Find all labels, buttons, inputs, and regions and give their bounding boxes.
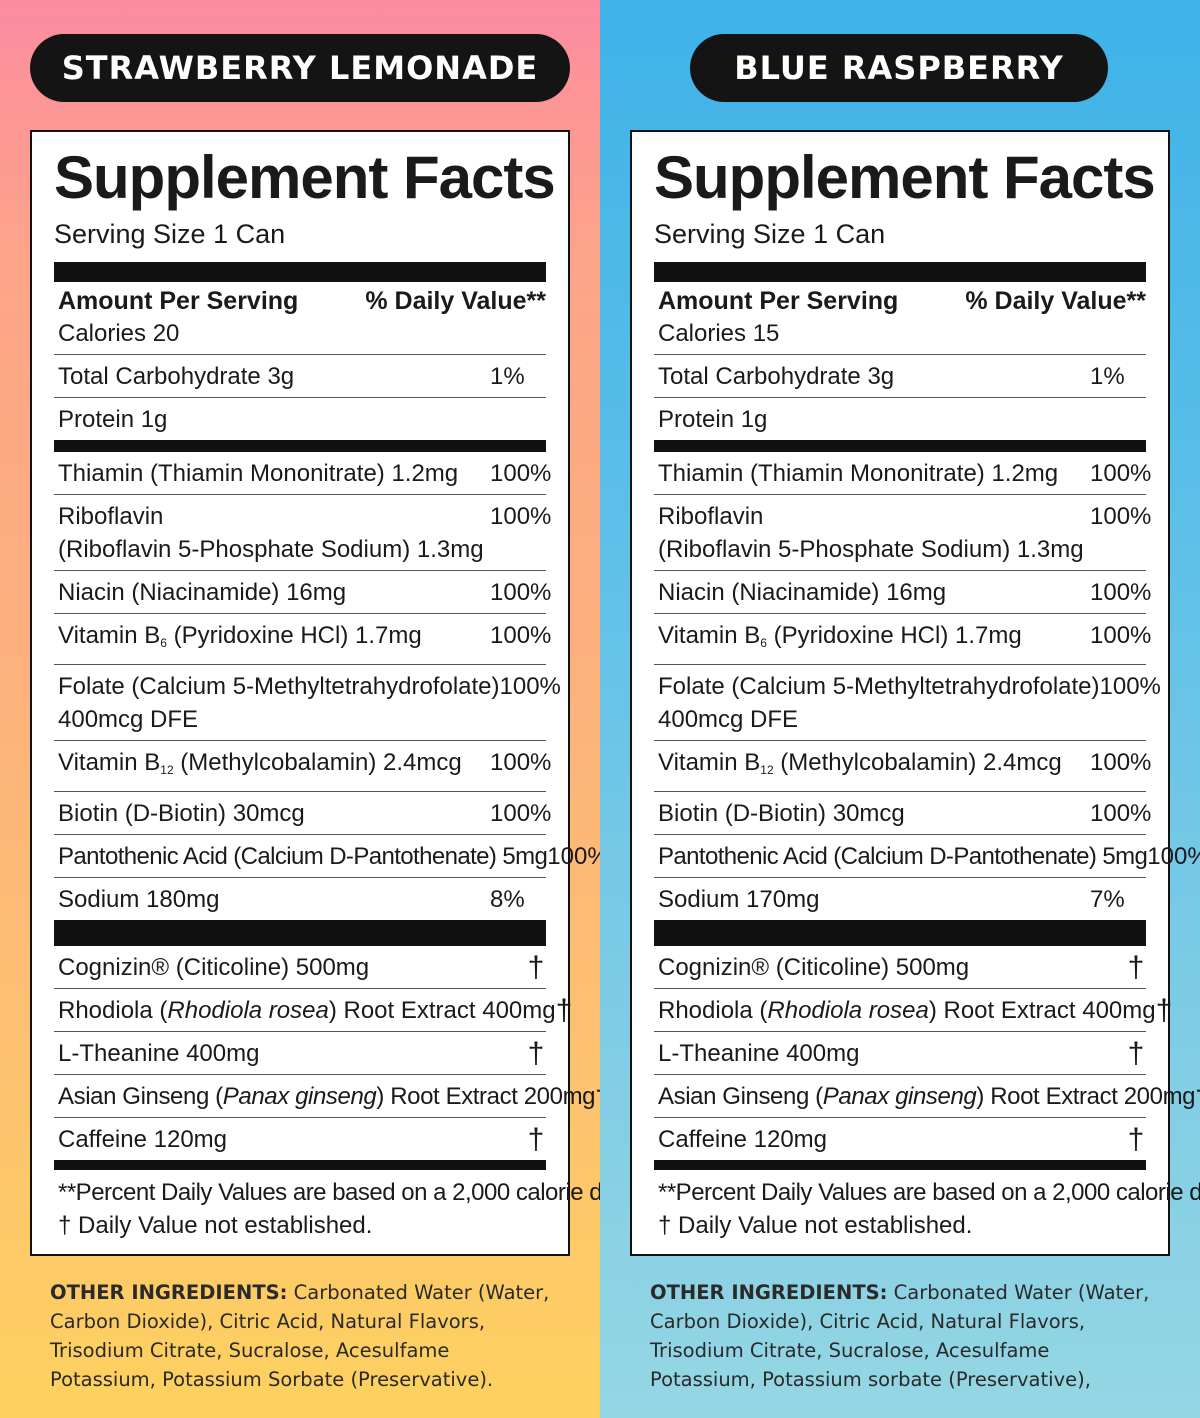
label-title: Supplement Facts bbox=[654, 144, 1156, 211]
footnote-dagger: † Daily Value not established. bbox=[58, 1212, 373, 1239]
ingredient-row: Caffeine 120mg † bbox=[58, 1123, 545, 1156]
ingredient-row: L-Theanine 400mg † bbox=[654, 1032, 1146, 1075]
ingredient-row: Caffeine 120mg † bbox=[658, 1123, 1145, 1156]
nutrient-row: Total Carbohydrate 3g 1% bbox=[654, 355, 1146, 398]
supplement-facts-label: Supplement Facts Serving Size 1 Can Amou… bbox=[30, 130, 626, 1256]
nutrient-row: Pantothenic Acid (Calcium D-Pantothenate… bbox=[54, 835, 609, 878]
divider-bar bbox=[654, 1160, 1146, 1170]
footnote-dagger: † Daily Value not established. bbox=[658, 1212, 973, 1239]
divider-bar bbox=[654, 440, 1146, 452]
nutrient-row: Folate (Calcium 5-Methyltetrahydrofolate… bbox=[654, 665, 1161, 741]
divider-bar bbox=[654, 262, 1146, 282]
other-ingredients: OTHER INGREDIENTS: Carbonated Water (Wat… bbox=[650, 1278, 1160, 1394]
amount-per-serving: Amount Per Serving bbox=[58, 287, 299, 315]
nutrient-row: Total Carbohydrate 3g 1% bbox=[54, 355, 546, 398]
other-ingredients: OTHER INGREDIENTS: Carbonated Water (Wat… bbox=[50, 1278, 560, 1394]
ingredient-row: Cognizin® (Citicoline) 500mg † bbox=[54, 946, 546, 989]
divider-bar bbox=[54, 262, 546, 282]
ingredient-row: Asian Ginseng (Panax ginseng) Root Extra… bbox=[654, 1075, 1200, 1118]
nutrient-row: Thiamin (Thiamin Mononitrate) 1.2mg 100% bbox=[54, 452, 551, 495]
divider-bar bbox=[654, 920, 1146, 946]
nutrient-row: Pantothenic Acid (Calcium D-Pantothenate… bbox=[654, 835, 1200, 878]
daily-value-header: % Daily Value** bbox=[365, 287, 546, 315]
ingredient-row: Rhodiola (Rhodiola rosea) Root Extract 4… bbox=[654, 989, 1172, 1032]
other-ingredients-text: Carbonated Water (Water, Carbon Dioxide)… bbox=[50, 1281, 550, 1391]
nutrient-row: Vitamin B12 (Methylcobalamin) 2.4mcg 100… bbox=[54, 741, 551, 792]
ingredient-row: Asian Ginseng (Panax ginseng) Root Extra… bbox=[54, 1075, 612, 1118]
other-ingredients-label: OTHER INGREDIENTS: bbox=[50, 1281, 288, 1304]
nutrient-row: Riboflavin (Riboflavin 5-Phosphate Sodium… bbox=[654, 495, 1151, 571]
other-ingredients-text: Carbonated Water (Water, Carbon Dioxide)… bbox=[650, 1281, 1150, 1391]
divider-bar bbox=[54, 1160, 546, 1170]
nutrient-row: Biotin (D-Biotin) 30mcg 100% bbox=[654, 792, 1151, 835]
nutrient-row: Riboflavin (Riboflavin 5-Phosphate Sodium… bbox=[54, 495, 551, 571]
divider-bar bbox=[54, 920, 546, 946]
footnote-daily-values: **Percent Daily Values are based on a 2,… bbox=[658, 1179, 1200, 1206]
label-title: Supplement Facts bbox=[54, 144, 556, 211]
calories: Calories 20 bbox=[54, 317, 546, 355]
nutrient-row: Folate (Calcium 5-Methyltetrahydrofolate… bbox=[54, 665, 561, 741]
ingredient-row: Cognizin® (Citicoline) 500mg † bbox=[654, 946, 1146, 989]
nutrient-row: Sodium 180mg 8% bbox=[58, 886, 525, 913]
flavor-title: BLUE RASPBERRY bbox=[690, 34, 1108, 102]
nutrient-row: Protein 1g bbox=[658, 406, 768, 433]
header-row: Amount Per Serving % Daily Value** bbox=[54, 282, 546, 317]
footnote-daily-values: **Percent Daily Values are based on a 2,… bbox=[58, 1179, 626, 1206]
divider-bar bbox=[54, 440, 546, 452]
nutrient-row: Niacin (Niacinamide) 16mg 100% bbox=[54, 571, 551, 614]
ingredient-row: Rhodiola (Rhodiola rosea) Root Extract 4… bbox=[54, 989, 572, 1032]
daily-value-header: % Daily Value** bbox=[965, 287, 1146, 315]
supplement-facts-label: Supplement Facts Serving Size 1 Can Amou… bbox=[630, 130, 1200, 1256]
nutrient-row: Protein 1g bbox=[58, 406, 168, 433]
amount-per-serving: Amount Per Serving bbox=[658, 287, 899, 315]
serving-size: Serving Size 1 Can bbox=[54, 219, 286, 249]
nutrient-row: Biotin (D-Biotin) 30mcg 100% bbox=[54, 792, 551, 835]
strawberry-lemonade-panel: STRAWBERRY LEMONADE Supplement Facts Ser… bbox=[0, 0, 626, 1418]
nutrient-row: Sodium 170mg 7% bbox=[658, 886, 1125, 913]
other-ingredients-label: OTHER INGREDIENTS: bbox=[650, 1281, 888, 1304]
calories: Calories 15 bbox=[654, 317, 1146, 355]
blue-raspberry-panel: BLUE RASPBERRY Supplement Facts Serving … bbox=[600, 0, 1200, 1418]
flavor-title: STRAWBERRY LEMONADE bbox=[30, 34, 570, 102]
nutrient-row: Niacin (Niacinamide) 16mg 100% bbox=[654, 571, 1151, 614]
nutrient-row: Thiamin (Thiamin Mononitrate) 1.2mg 100% bbox=[654, 452, 1151, 495]
nutrient-row: Vitamin B12 (Methylcobalamin) 2.4mcg 100… bbox=[654, 741, 1151, 792]
header-row: Amount Per Serving % Daily Value** bbox=[654, 282, 1146, 317]
serving-size: Serving Size 1 Can bbox=[654, 219, 886, 249]
ingredient-row: L-Theanine 400mg † bbox=[54, 1032, 546, 1075]
nutrient-row: Vitamin B6 (Pyridoxine HCl) 1.7mg 100% bbox=[54, 614, 551, 665]
nutrient-row: Vitamin B6 (Pyridoxine HCl) 1.7mg 100% bbox=[654, 614, 1151, 665]
